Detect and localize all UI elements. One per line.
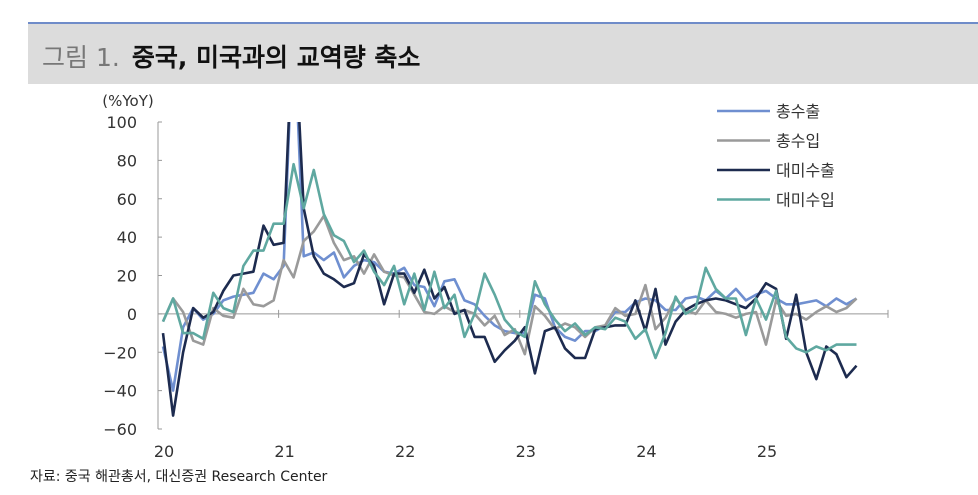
legend-label: 대미수입 (776, 191, 835, 210)
series-line-4 (161, 162, 857, 360)
figure-title-text: 중국, 미국과의 교역량 축소 (131, 43, 421, 72)
series-line-2 (161, 214, 858, 356)
source-note: 자료: 중국 해관총서, 대신증권 Research Center (30, 469, 328, 485)
y-tick-label: 80 (117, 151, 137, 170)
legend-label: 대미수출 (776, 161, 835, 180)
y-tick-label: 40 (117, 228, 137, 247)
x-tick-label: 22 (395, 442, 415, 461)
x-tick-label: 21 (274, 442, 294, 461)
x-tick-label: 23 (516, 442, 536, 461)
legend-label: 총수입 (776, 132, 820, 151)
y-tick-label: −20 (103, 343, 137, 362)
y-axis-label: (%YoY) (102, 92, 153, 110)
series-line-3 (161, 122, 858, 417)
title-top-rule (28, 22, 978, 24)
y-tick-label: 100 (106, 113, 137, 132)
series-line-1 (161, 122, 858, 392)
y-tick-label: −60 (103, 420, 137, 439)
title-band (28, 24, 978, 84)
y-tick-label: 20 (117, 267, 137, 286)
x-tick-label: 24 (636, 442, 656, 461)
x-tick-label: 20 (154, 442, 174, 461)
y-tick-label: −40 (103, 382, 137, 401)
legend-label: 총수출 (776, 102, 820, 121)
figure-title: 그림 1. 중국, 미국과의 교역량 축소 (42, 38, 420, 74)
x-tick-label: 25 (757, 442, 777, 461)
figure-number: 그림 1. (42, 43, 120, 72)
y-tick-label: 0 (127, 305, 137, 324)
y-tick-label: 60 (117, 190, 137, 209)
